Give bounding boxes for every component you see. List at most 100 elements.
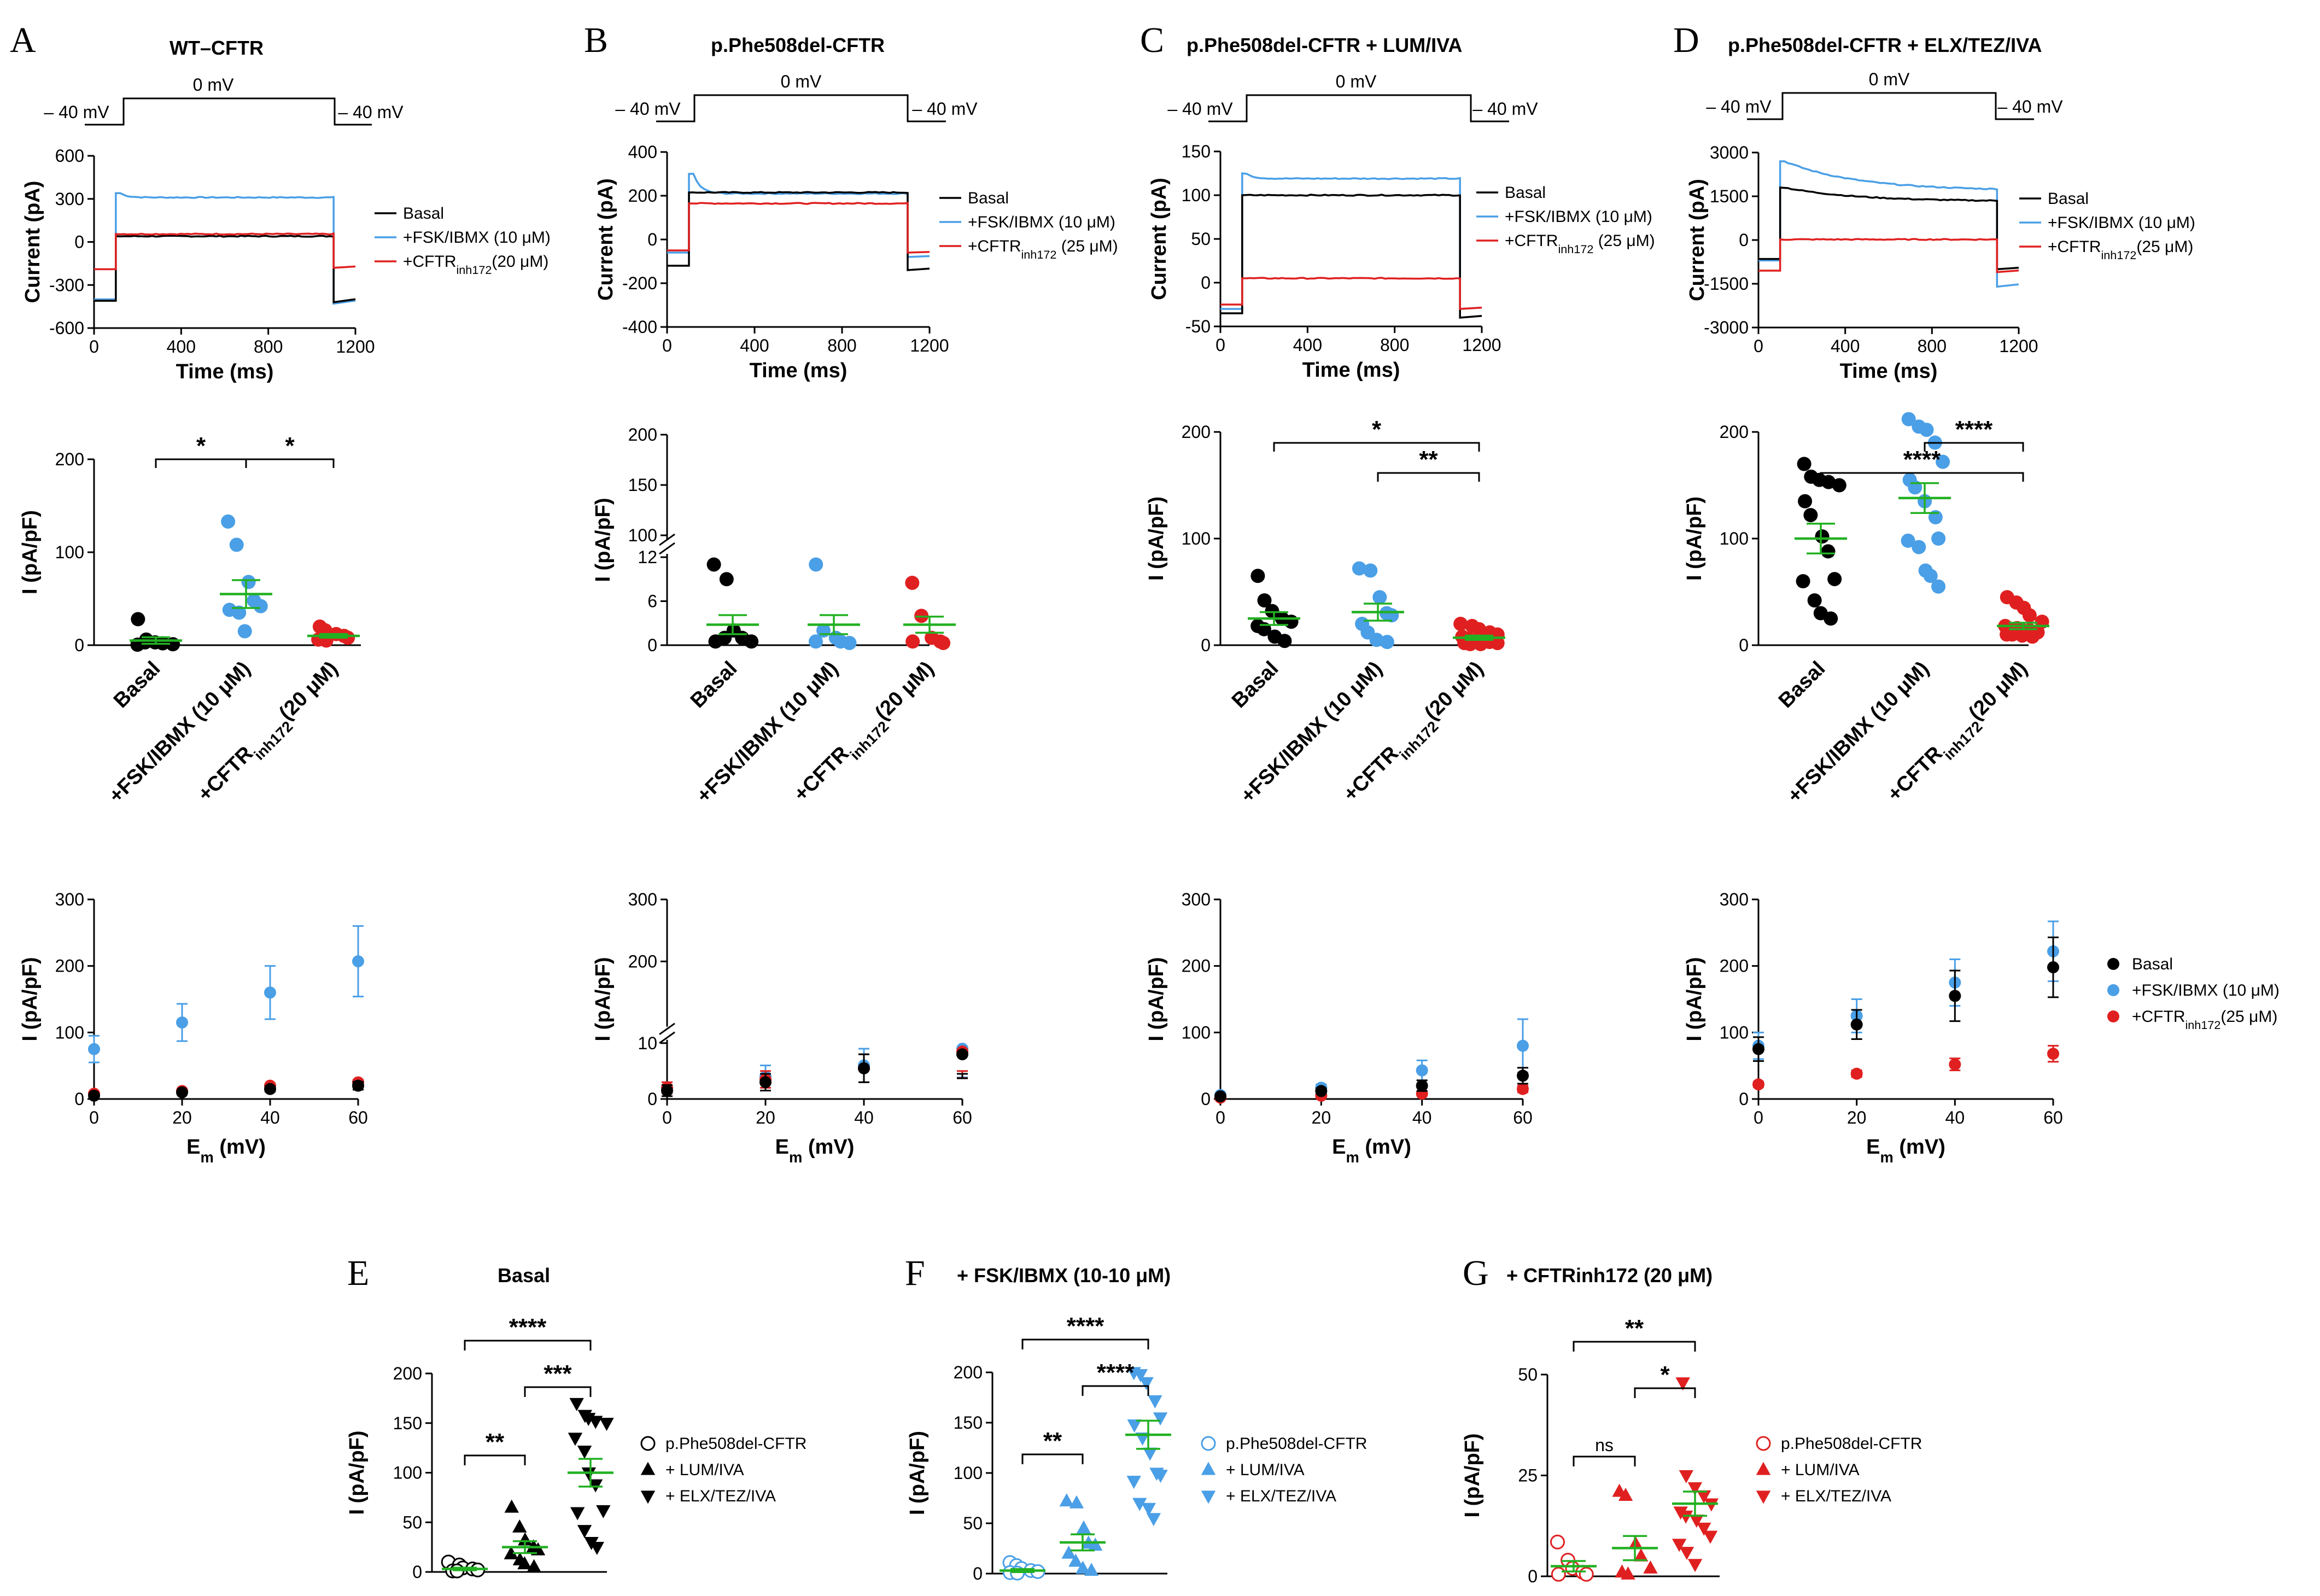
data-point	[1453, 617, 1468, 631]
y-tick-label: 100	[1720, 1022, 1749, 1042]
x-tick-label: 400	[1831, 336, 1860, 356]
y-tick-label: 0	[647, 230, 657, 249]
y-axis-label: I (pA/pF)	[19, 510, 42, 594]
x-tick-label: 60	[2043, 1108, 2063, 1127]
data-point	[1363, 563, 1378, 578]
significance-bracket	[1573, 1341, 1696, 1352]
x-tick-label: 0	[662, 1108, 672, 1127]
protocol-step-label: 0 mV	[1869, 69, 1910, 89]
voltage-protocol	[656, 94, 946, 122]
y-axis-label: I (pA/pF)	[346, 1430, 369, 1515]
legend-marker	[640, 1436, 656, 1451]
y-tick-label: 50	[963, 1513, 983, 1533]
y-tick-label: 50	[402, 1512, 422, 1532]
legend-marker	[1756, 1436, 1771, 1451]
significance-bracket	[1924, 442, 2024, 452]
protocol-step-label: 0 mV	[1336, 72, 1377, 91]
data-point	[1141, 1503, 1156, 1516]
data-point	[1146, 1513, 1161, 1527]
x-tick-label: 20	[1312, 1108, 1331, 1127]
y-tick-label: 0	[74, 1089, 84, 1109]
iv-point	[1214, 1090, 1226, 1103]
iv-point	[264, 1083, 276, 1095]
data-point	[905, 634, 920, 649]
data-point	[2022, 608, 2037, 623]
data-point	[131, 612, 145, 627]
iv-point	[1517, 1039, 1529, 1052]
data-point	[1069, 1495, 1084, 1509]
iv-point	[1315, 1085, 1328, 1097]
data-point	[589, 1542, 605, 1556]
y-axis-label: I (pA/pF)	[592, 498, 615, 582]
x-tick-label: 0	[662, 336, 672, 355]
data-point	[568, 1433, 583, 1446]
y-tick-label: 400	[628, 142, 657, 162]
y-tick-label: 100	[1720, 529, 1749, 548]
legend-label: + LUM/IVA	[1781, 1461, 1860, 1479]
data-point	[1133, 1369, 1148, 1383]
y-axis-label: I (pA/pF)	[1145, 496, 1168, 581]
y-axis-label: I (pA/pF)	[19, 957, 42, 1041]
legend-label: p.Phe508del-CFTR	[1226, 1435, 1367, 1453]
data-point	[1633, 1548, 1649, 1562]
data-point	[1084, 1563, 1099, 1576]
data-point	[527, 1559, 541, 1572]
iv-point	[264, 986, 276, 999]
iv-point	[1752, 1078, 1764, 1091]
iv-point	[1416, 1064, 1428, 1077]
voltage-protocol	[1208, 94, 1509, 122]
data-point	[1372, 590, 1387, 605]
panel-title-e: Basal	[498, 1264, 550, 1287]
x-tick-label: 400	[1293, 335, 1322, 355]
data-point	[1550, 1534, 1565, 1550]
data-point	[1704, 1498, 1719, 1512]
axis-break-mark	[659, 1031, 675, 1044]
data-point	[517, 1556, 532, 1570]
panel-letter-d: D	[1673, 20, 1699, 60]
panel-title-a: WT–CFTR	[170, 37, 264, 59]
data-point	[1471, 622, 1486, 636]
significance-bracket	[464, 1340, 592, 1351]
data-point	[1803, 508, 1818, 523]
significance-bracket	[1820, 472, 2024, 482]
y-tick-label: -50	[1185, 317, 1211, 336]
legend-label: +FSK/IBMX (10 μM)	[403, 229, 551, 247]
x-tick-label: 800	[1918, 336, 1947, 356]
data-point	[1153, 1412, 1168, 1426]
y-tick-label: 0	[412, 1562, 422, 1582]
x-axis-label: Time (ms)	[1302, 359, 1400, 382]
protocol-hold-label: – 40 mV	[1167, 99, 1233, 119]
data-point	[719, 572, 734, 587]
iv-panel-B_iv: 0 10 200 300 0 20 40 60 Em (mV) I (pA/pF)	[592, 890, 972, 1166]
y-tick-label: 300	[1720, 890, 1749, 909]
y-tick-label: 25	[1518, 1466, 1538, 1486]
data-point	[570, 1507, 585, 1521]
data-point	[1827, 572, 1842, 587]
x-tick-label: 0	[1215, 1108, 1225, 1127]
y-tick-label: 100	[628, 525, 657, 545]
x-tick-label: 1200	[910, 336, 949, 355]
data-point	[1679, 1470, 1694, 1483]
significance-label: ****	[1097, 1359, 1135, 1386]
iv-point	[1416, 1079, 1428, 1092]
significance-label: **	[486, 1429, 505, 1455]
data-point	[1796, 574, 1810, 588]
iv-panel-A_iv: 0 100 200 300 0 20 40 60 Em (mV) I (pA/pF)	[19, 890, 368, 1166]
legend-label: + LUM/IVA	[1226, 1461, 1305, 1479]
x-tick-label: 800	[254, 337, 283, 356]
data-point	[1369, 633, 1384, 647]
significance-label: ns	[1595, 1435, 1614, 1455]
x-tick-label: 60	[952, 1108, 972, 1127]
x-tick-label: 0	[89, 337, 99, 356]
iv-point	[88, 1043, 100, 1055]
trace-line-inh	[94, 232, 356, 271]
x-tick-label: 40	[854, 1108, 874, 1127]
data-point	[1901, 412, 1916, 426]
y-axis-label: I (pA/pF)	[906, 1431, 929, 1515]
trace-line-basal	[94, 235, 356, 303]
y-tick-label: 200	[628, 951, 657, 971]
protocol-hold-label: – 40 mV	[1997, 97, 2063, 116]
y-tick-label: 150	[393, 1413, 422, 1433]
panel-title-f: + FSK/IBMX (10-10 μM)	[957, 1264, 1171, 1287]
data-point	[744, 634, 759, 649]
